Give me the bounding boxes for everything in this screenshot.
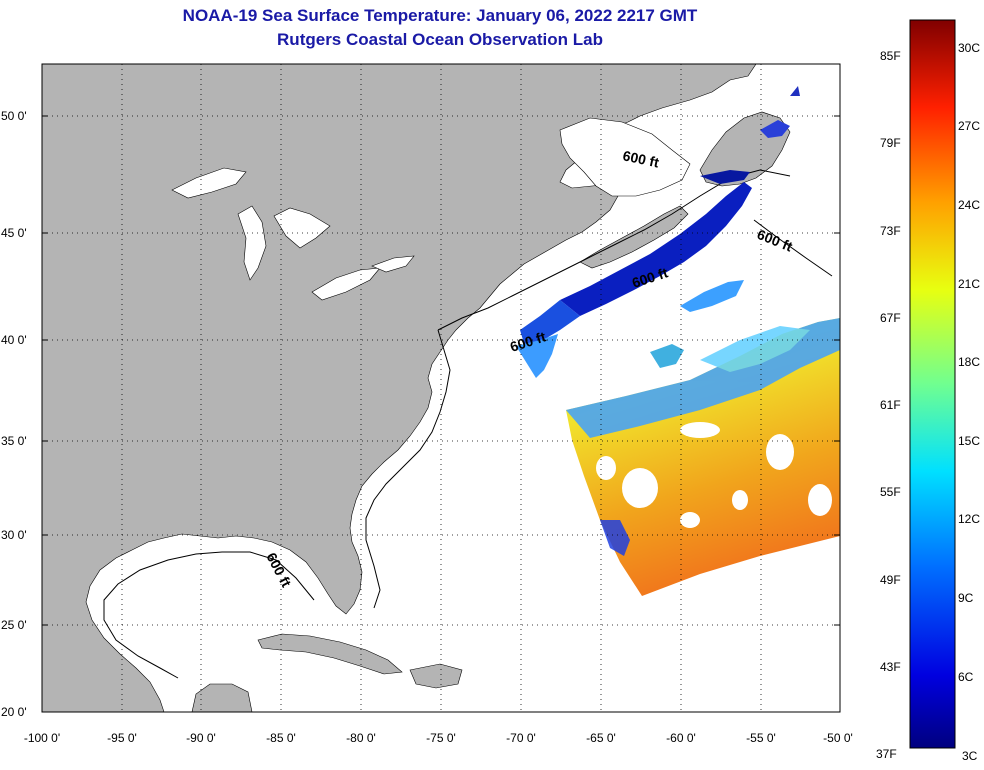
sst-swath-warm	[566, 318, 840, 596]
sst-swath-cool	[566, 318, 840, 556]
lat-label-35: 35 0'	[1, 434, 27, 448]
colorbar-c-label: 15C	[958, 434, 980, 448]
graticule	[42, 64, 840, 712]
colorbar	[909, 19, 956, 749]
colorbar-c-label: 18C	[958, 355, 980, 369]
lon-label-80: -80 0'	[346, 731, 376, 745]
colorbar-c-label: 21C	[958, 277, 980, 291]
lon-label-65: -65 0'	[586, 731, 616, 745]
lat-label-40: 40 0'	[1, 333, 27, 347]
lat-label-50: 50 0'	[1, 109, 27, 123]
colorbar-c-label: 30C	[958, 41, 980, 55]
lon-label-90: -90 0'	[186, 731, 216, 745]
colorbar-f-label: 49F	[880, 573, 901, 587]
lat-label-45: 45 0'	[1, 226, 27, 240]
lon-label-70: -70 0'	[506, 731, 536, 745]
colorbar-f-label: 43F	[880, 660, 901, 674]
lat-label-30: 30 0'	[1, 528, 27, 542]
map-subtitle: Rutgers Coastal Ocean Observation Lab	[277, 30, 603, 49]
colorbar-c-label: 9C	[958, 591, 974, 605]
lat-label-25: 25 0'	[1, 618, 27, 632]
lon-label-85: -85 0'	[266, 731, 296, 745]
sst-shelf-cold	[516, 86, 800, 378]
colorbar-f-label: 55F	[880, 485, 901, 499]
lon-label-100: -100 0'	[24, 731, 60, 745]
north-america-land	[42, 64, 757, 712]
colorbar-f-label: 37F	[876, 747, 897, 761]
colorbar-c-label: 24C	[958, 198, 980, 212]
lat-label-20: 20 0'	[1, 705, 27, 719]
colorbar-c-label: 3C	[962, 749, 978, 763]
yucatan-land	[191, 683, 253, 712]
lon-label-60: -60 0'	[666, 731, 696, 745]
hispaniola-land	[409, 663, 463, 689]
cuba-land	[257, 633, 403, 675]
lon-label-50: -50 0'	[823, 731, 853, 745]
colorbar-c-label: 6C	[958, 670, 974, 684]
lon-label-75: -75 0'	[426, 731, 456, 745]
lon-label-95: -95 0'	[107, 731, 137, 745]
map-title: NOAA-19 Sea Surface Temperature: January…	[182, 6, 698, 25]
cloud-gaps	[596, 422, 832, 528]
map-frame	[41, 63, 841, 713]
gulf-of-st-lawrence	[559, 117, 691, 197]
colorbar-f-label: 67F	[880, 311, 901, 325]
colorbar-f-label: 61F	[880, 398, 901, 412]
lat-tick-marks	[42, 115, 840, 626]
lon-label-55: -55 0'	[746, 731, 776, 745]
colorbar-f-label: 79F	[880, 136, 901, 150]
nova-scotia-land	[579, 205, 689, 269]
colorbar-f-label: 85F	[880, 49, 901, 63]
colorbar-c-label: 27C	[958, 119, 980, 133]
colorbar-f-label: 73F	[880, 224, 901, 238]
colorbar-c-label: 12C	[958, 512, 980, 526]
great-lakes	[171, 167, 415, 301]
contour-label: 600 ft	[621, 147, 660, 170]
